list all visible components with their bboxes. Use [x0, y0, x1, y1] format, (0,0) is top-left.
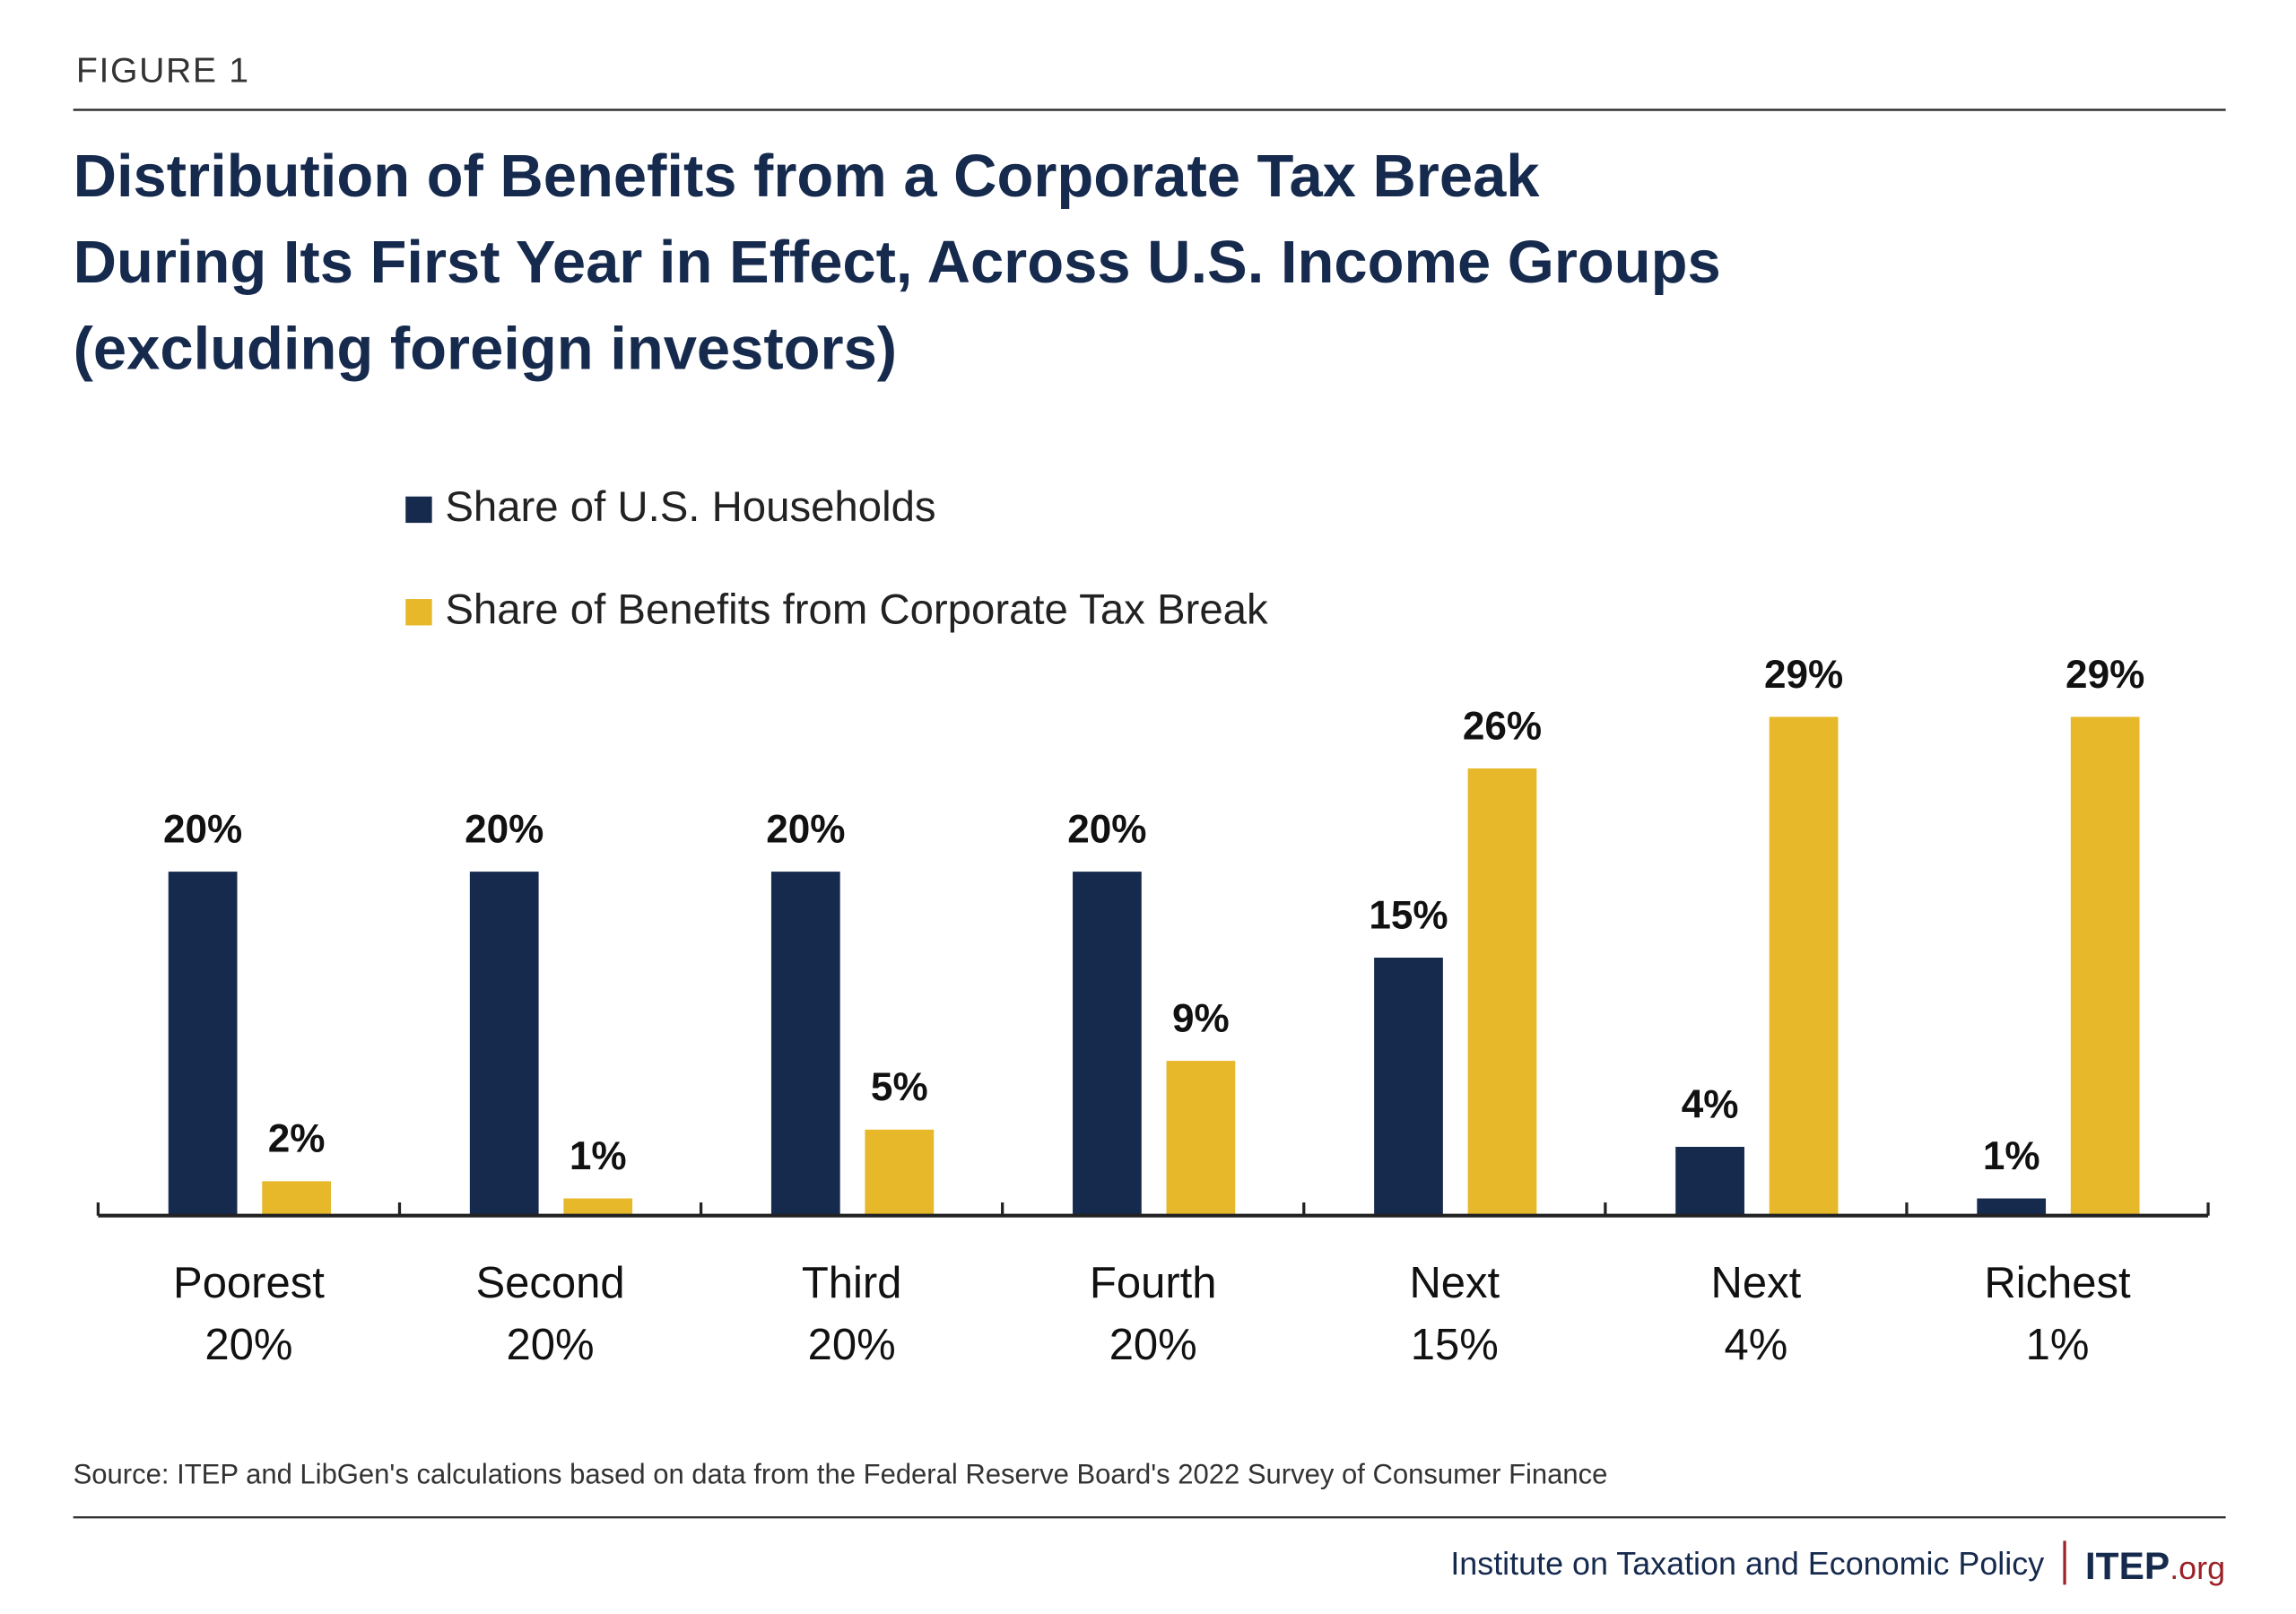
title-line: Distribution of Benefits from a Corporat…	[74, 143, 1541, 210]
value-label: 4%	[1682, 1082, 1739, 1126]
value-label: 20%	[465, 807, 544, 851]
bar	[865, 1129, 935, 1216]
x-tick-label: Richest	[1984, 1259, 2131, 1307]
brand-name: ITEP	[2085, 1545, 2170, 1587]
value-label: 29%	[1764, 653, 1843, 697]
bar	[1467, 768, 1537, 1216]
bar	[1675, 1146, 1744, 1216]
x-tick-label: Fourth	[1090, 1259, 1217, 1307]
value-label: 1%	[1983, 1134, 2040, 1178]
bar	[1769, 716, 1839, 1216]
x-tick-label: 4%	[1725, 1321, 1788, 1369]
x-tick-label: 15%	[1411, 1321, 1499, 1369]
value-label: 5%	[871, 1065, 928, 1109]
value-label: 20%	[766, 807, 845, 851]
bar	[1166, 1061, 1236, 1216]
legend-label: Share of Benefits from Corporate Tax Bre…	[445, 586, 1268, 633]
bar	[563, 1198, 633, 1216]
bar	[168, 872, 238, 1216]
x-tick-label: 20%	[1109, 1321, 1197, 1369]
value-label: 1%	[570, 1134, 627, 1178]
value-label: 9%	[1172, 996, 1230, 1040]
x-tick-label: 20%	[507, 1321, 595, 1369]
title-line: (excluding foreign investors)	[74, 316, 897, 383]
bar	[2070, 716, 2140, 1216]
value-label: 20%	[163, 807, 242, 851]
x-tick-label: Second	[475, 1259, 624, 1307]
legend-label: Share of U.S. Households	[445, 483, 935, 531]
bar	[1374, 958, 1443, 1216]
bar	[262, 1181, 331, 1216]
brand: ITEP.org	[2085, 1545, 2225, 1587]
x-tick-label: Next	[1409, 1259, 1500, 1307]
x-tick-label: 20%	[808, 1321, 896, 1369]
x-tick-label: Poorest	[173, 1259, 325, 1307]
org-name: Institute on Taxation and Economic Polic…	[1450, 1545, 2044, 1582]
bar	[770, 872, 840, 1216]
legend-swatch	[405, 496, 432, 524]
value-label: 2%	[268, 1117, 326, 1161]
value-label: 26%	[1463, 704, 1542, 748]
x-tick-label: Third	[802, 1259, 902, 1307]
bar	[469, 872, 539, 1216]
brand-suffix: .org	[2170, 1549, 2225, 1586]
source: Source: ITEP and LibGen's calculations b…	[74, 1459, 1608, 1490]
value-label: 29%	[2066, 653, 2144, 697]
value-label: 20%	[1067, 807, 1146, 851]
x-tick-label: 1%	[2026, 1321, 2090, 1369]
bar	[1977, 1198, 2047, 1216]
legend-swatch	[405, 599, 432, 626]
figure-label: FIGURE 1	[76, 51, 250, 90]
title-line: During Its First Year in Effect, Across …	[74, 229, 1721, 296]
value-label: 15%	[1369, 893, 1448, 937]
x-tick-label: Next	[1711, 1259, 1802, 1307]
x-tick-label: 20%	[204, 1321, 292, 1369]
bar	[1073, 872, 1142, 1216]
